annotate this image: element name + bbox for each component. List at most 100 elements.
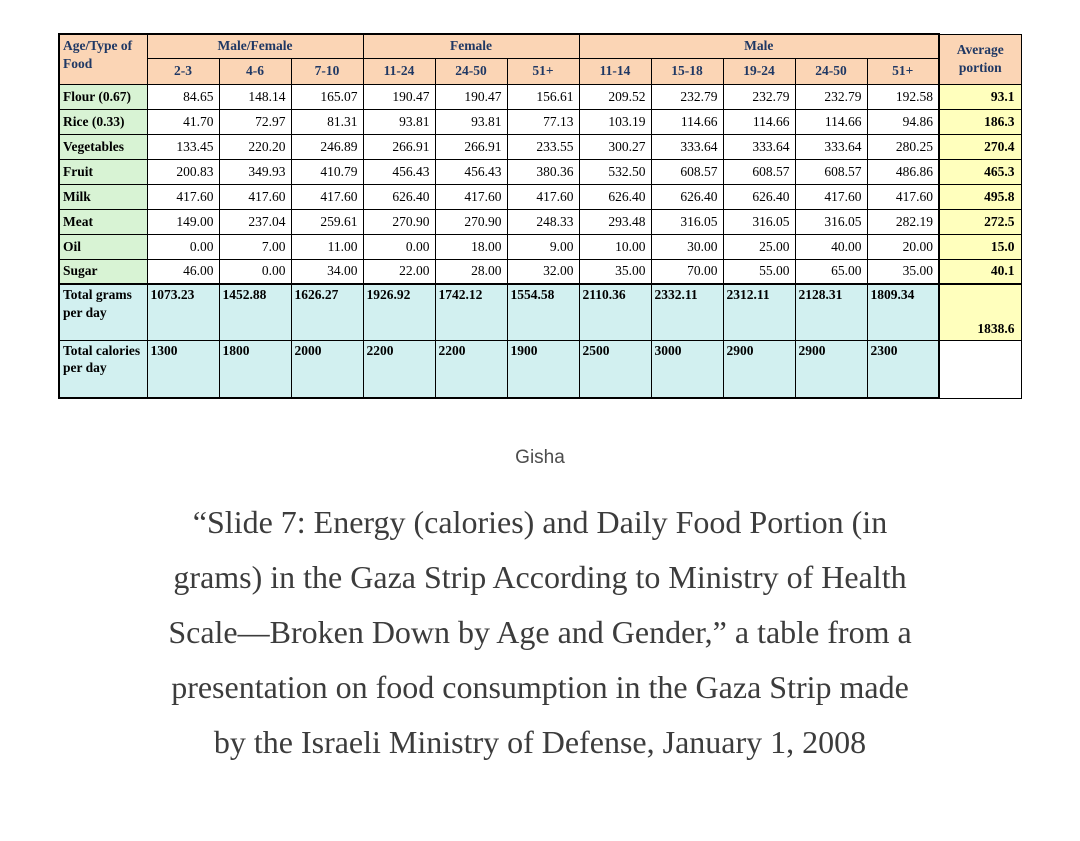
average-portion-header: Average portion: [938, 33, 1022, 85]
food-label: Vegetables: [58, 133, 148, 160]
value-cell: 608.57: [794, 158, 868, 185]
food-row: Milk 417.60 417.60 417.60 626.40 417.60 417.60…: [58, 183, 1022, 210]
value-cell: 209.52: [578, 83, 652, 110]
value-cell: 192.58: [866, 83, 940, 110]
value-cell: 232.79: [794, 83, 868, 110]
total-calories-value: 1800: [218, 339, 292, 399]
total-grams-value: 2110.36: [578, 283, 652, 341]
total-calories-row: Total calories per day 1300 1800 2000 2200 22…: [58, 339, 1022, 399]
value-cell: 190.47: [434, 83, 508, 110]
total-calories-label: Total calories per day: [58, 339, 148, 399]
value-cell: 270.90: [434, 208, 508, 235]
total-grams-value: 1742.12: [434, 283, 508, 341]
value-cell: 41.70: [146, 108, 220, 135]
value-cell: 70.00: [650, 258, 724, 285]
value-cell: 114.66: [722, 108, 796, 135]
value-cell: 233.55: [506, 133, 580, 160]
table-area: Age/Type of Food Male/Female Female Male…: [58, 33, 1080, 399]
average-cell: 465.3: [938, 158, 1022, 185]
value-cell: 81.31: [290, 108, 364, 135]
value-cell: 626.40: [362, 183, 436, 210]
total-calories-value: 3000: [650, 339, 724, 399]
group-header-male: Male: [578, 33, 940, 59]
value-cell: 532.50: [578, 158, 652, 185]
food-rows-body: Flour (0.67) 84.65 148.14 165.07 190.47 190.4…: [58, 83, 1022, 285]
value-cell: 456.43: [362, 158, 436, 185]
image-credit: Gisha: [515, 447, 565, 468]
value-cell: 200.83: [146, 158, 220, 185]
caption-line: “Slide 7: Energy (calories) and Daily Fo…: [192, 504, 888, 540]
food-label: Fruit: [58, 158, 148, 185]
value-cell: 0.00: [362, 233, 436, 260]
value-cell: 20.00: [866, 233, 940, 260]
value-cell: 22.00: [362, 258, 436, 285]
value-cell: 246.89: [290, 133, 364, 160]
value-cell: 417.60: [146, 183, 220, 210]
food-label: Oil: [58, 233, 148, 260]
food-row: Oil 0.00 7.00 11.00 0.00 18.00 9.00 10.00 30.00 2…: [58, 233, 1022, 260]
value-cell: 300.27: [578, 133, 652, 160]
value-cell: 417.60: [218, 183, 292, 210]
group-header-male-female: Male/Female: [146, 33, 364, 59]
value-cell: 94.86: [866, 108, 940, 135]
caption-line: presentation on food consumption in the …: [171, 669, 909, 705]
average-cell: 93.1: [938, 83, 1022, 110]
food-label: Milk: [58, 183, 148, 210]
average-cell: 15.0: [938, 233, 1022, 260]
value-cell: 270.90: [362, 208, 436, 235]
value-cell: 84.65: [146, 83, 220, 110]
value-cell: 316.05: [650, 208, 724, 235]
totals-body: Total grams per day 1073.23 1452.88 1626.27…: [58, 283, 1022, 399]
value-cell: 133.45: [146, 133, 220, 160]
value-cell: 114.66: [794, 108, 868, 135]
value-cell: 0.00: [146, 233, 220, 260]
food-row: Flour (0.67) 84.65 148.14 165.07 190.47 190.4…: [58, 83, 1022, 110]
value-cell: 248.33: [506, 208, 580, 235]
value-cell: 626.40: [578, 183, 652, 210]
value-cell: 32.00: [506, 258, 580, 285]
value-cell: 333.64: [722, 133, 796, 160]
total-calories-value: 2500: [578, 339, 652, 399]
value-cell: 237.04: [218, 208, 292, 235]
average-cell: 40.1: [938, 258, 1022, 285]
group-header-row: Age/Type of Food Male/Female Female Male…: [58, 33, 1022, 85]
value-cell: 35.00: [578, 258, 652, 285]
value-cell: 608.57: [650, 158, 724, 185]
average-empty-cell: [938, 339, 1022, 399]
food-label: Flour (0.67): [58, 83, 148, 110]
value-cell: 148.14: [218, 83, 292, 110]
age-header-11-24: 11-24: [362, 57, 436, 85]
total-grams-value: 1926.92: [362, 283, 436, 341]
value-cell: 380.36: [506, 158, 580, 185]
food-label: Rice (0.33): [58, 108, 148, 135]
value-cell: 25.00: [722, 233, 796, 260]
value-cell: 35.00: [866, 258, 940, 285]
average-cell: 186.3: [938, 108, 1022, 135]
food-row: Fruit 200.83 349.93 410.79 456.43 456.43 380.3…: [58, 158, 1022, 185]
value-cell: 259.61: [290, 208, 364, 235]
value-cell: 0.00: [218, 258, 292, 285]
total-calories-value: 2900: [794, 339, 868, 399]
value-cell: 165.07: [290, 83, 364, 110]
age-header-11-14: 11-14: [578, 57, 652, 85]
average-cell: 495.8: [938, 183, 1022, 210]
value-cell: 293.48: [578, 208, 652, 235]
value-cell: 10.00: [578, 233, 652, 260]
value-cell: 40.00: [794, 233, 868, 260]
total-calories-value: 2300: [866, 339, 940, 399]
age-header-7-10: 7-10: [290, 57, 364, 85]
food-row: Meat 149.00 237.04 259.61 270.90 270.90 248.33…: [58, 208, 1022, 235]
average-total-cell: 1838.6: [938, 283, 1022, 341]
value-cell: 190.47: [362, 83, 436, 110]
age-header-24-50: 24-50: [794, 57, 868, 85]
caption-line: Scale—Broken Down by Age and Gender,” a …: [168, 614, 912, 650]
age-header-24-50: 24-50: [434, 57, 508, 85]
value-cell: 65.00: [794, 258, 868, 285]
average-cell: 270.4: [938, 133, 1022, 160]
value-cell: 232.79: [650, 83, 724, 110]
total-calories-value: 2000: [290, 339, 364, 399]
value-cell: 266.91: [434, 133, 508, 160]
total-grams-value: 1554.58: [506, 283, 580, 341]
total-calories-value: 1900: [506, 339, 580, 399]
value-cell: 232.79: [722, 83, 796, 110]
